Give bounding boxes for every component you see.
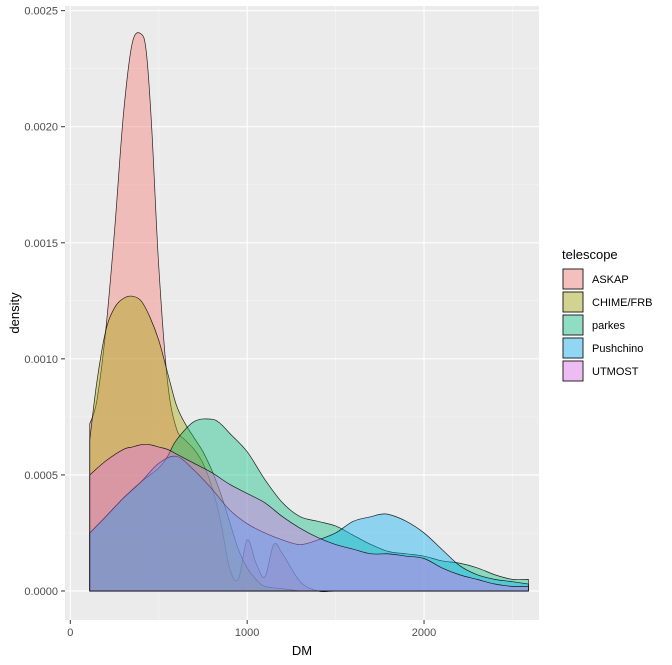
- legend-swatch-askap: [562, 268, 584, 290]
- legend: telescope ASKAP CHIME/FRB parkes Pushchino U…: [562, 247, 653, 382]
- density-areas: [89, 32, 529, 593]
- y-tick-label: 0.0010: [24, 354, 58, 366]
- legend-key-bg-askap: [562, 268, 584, 290]
- legend-key-bg-chime-frb: [562, 291, 584, 313]
- y-axis-title: density: [7, 292, 22, 334]
- legend-key-bg-utmost: [562, 360, 584, 382]
- x-tick-label: 1000: [235, 627, 259, 639]
- x-tick-label: 2000: [412, 627, 436, 639]
- legend-key-bg-pushchino: [562, 337, 584, 359]
- legend-swatch-parkes: [562, 314, 584, 336]
- legend-key-bg-parkes: [562, 314, 584, 336]
- x-axis-title: DM: [292, 643, 312, 658]
- y-tick-label: 0.0000: [24, 586, 58, 598]
- density-area-parkes: [89, 418, 529, 592]
- y-tick-label: 0.0020: [24, 122, 58, 134]
- legend-title: telescope: [562, 247, 618, 262]
- legend-swatch-chime-frb: [562, 291, 584, 313]
- density-area-utmost: [89, 444, 529, 592]
- legend-label-utmost: UTMOST: [592, 366, 639, 378]
- y-axis: 0.0000 0.0005 0.0010 0.0015 0.0020 0.0025: [24, 6, 65, 598]
- x-tick-label: 0: [67, 627, 73, 639]
- y-tick-label: 0.0015: [24, 238, 58, 250]
- y-tick-label: 0.0005: [24, 470, 58, 482]
- legend-label-parkes: parkes: [592, 320, 626, 332]
- legend-label-askap: ASKAP: [592, 274, 629, 286]
- legend-swatch-pushchino: [562, 337, 584, 359]
- grid-lines: [65, 6, 539, 620]
- legend-label-chime-frb: CHIME/FRB: [592, 297, 653, 309]
- y-tick-label: 0.0025: [24, 6, 58, 18]
- legend-label-pushchino: Pushchino: [592, 343, 643, 355]
- x-axis: 0 1000 2000: [67, 620, 436, 639]
- legend-swatch-utmost: [562, 360, 584, 382]
